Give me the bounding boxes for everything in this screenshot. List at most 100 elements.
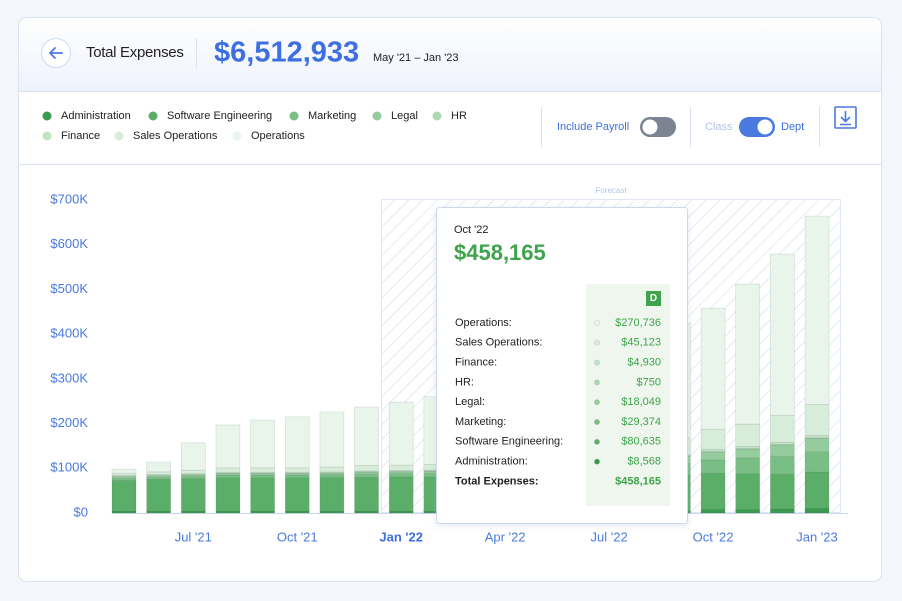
bar-segment (250, 467, 275, 473)
bar-segment (284, 510, 310, 514)
bar-segment (319, 466, 345, 473)
header-period: May '21 – Jan '23 (373, 52, 459, 64)
tooltip-row-label: Software Engineering: (455, 436, 563, 448)
bar-segment (735, 473, 761, 510)
bar-segment (111, 468, 137, 474)
tooltip-row-value: $270,736 (615, 317, 661, 329)
tooltip-row-value: $458,165 (615, 475, 661, 487)
bar-segment (250, 419, 275, 469)
y-tick-label: $600K (50, 236, 88, 251)
tooltip-row-label: HR: (455, 376, 474, 388)
tooltip-dot (593, 379, 601, 386)
bar-segment (700, 307, 726, 430)
tooltip-dot (593, 418, 601, 426)
bar-segment (770, 455, 795, 475)
bar-segment (700, 451, 726, 461)
bar-segment (735, 283, 761, 425)
legend-label: Software Engineering (167, 110, 272, 122)
x-tick-label: Oct '21 (277, 529, 318, 544)
bar-segment (354, 510, 379, 514)
tooltip-row-label: Operations: (455, 317, 512, 329)
bar-segment (770, 444, 795, 457)
bar-segment (700, 449, 726, 452)
download-button[interactable] (834, 106, 857, 129)
bar-segment (319, 474, 345, 478)
header-bg (19, 18, 881, 91)
bar-segment (319, 476, 345, 512)
bar-segment (354, 465, 379, 472)
back-icon (49, 47, 63, 59)
tooltip-dot (593, 359, 601, 366)
payroll-toggle[interactable] (640, 117, 676, 137)
bar-segment (735, 448, 761, 459)
bar-segment (804, 471, 830, 509)
download-frame (834, 106, 857, 129)
x-tick-label: Oct '22 (693, 529, 734, 544)
tooltip-row-label: Administration: (455, 456, 528, 468)
bar-segment (700, 428, 726, 450)
tooltip-dot (593, 319, 601, 327)
bar-segment (354, 476, 379, 512)
y-tick-label: $500K (50, 281, 88, 296)
legend-swatch (42, 111, 52, 121)
class-dept-toggle[interactable] (739, 117, 775, 137)
dept-label: Dept (781, 121, 804, 133)
legend-label: Legal (391, 110, 418, 122)
bar-segment (146, 479, 171, 512)
bar-segment (319, 510, 345, 514)
bar-segment (215, 510, 241, 514)
bar-segment (146, 476, 171, 480)
legend: Administration Software Engineering Market… (42, 110, 467, 142)
legend-swatch (42, 131, 52, 141)
y-tick-label: $100K (50, 460, 88, 475)
tooltip-dot (593, 438, 601, 445)
bar-segment (181, 510, 206, 514)
bar-segment (250, 477, 275, 512)
download-icon (840, 111, 851, 126)
tooltip-row-label: Total Expenses: (455, 475, 539, 487)
bar-segment (388, 476, 414, 512)
bar-segment (146, 471, 171, 475)
tooltip-row-label: Sales Operations: (455, 337, 542, 349)
y-tick-label: $400K (50, 326, 88, 341)
bar-segment (111, 480, 137, 512)
bar-segment (284, 477, 310, 512)
tooltip-row-value: $18,049 (621, 396, 661, 408)
bar-segment (804, 215, 830, 405)
x-tick-label: Jan '23 (796, 529, 838, 544)
bar-segment (215, 467, 241, 473)
bar-segment (354, 473, 379, 478)
tooltip-row-label: Marketing: (455, 416, 506, 428)
badge-text: D (650, 293, 657, 304)
bar-segment (735, 423, 761, 447)
legend-label: Operations (251, 130, 305, 142)
bar-segment (770, 442, 795, 445)
legend-label: HR (451, 110, 467, 122)
bar-segment (770, 253, 795, 416)
bar-segment (735, 457, 761, 474)
bar-segment (354, 406, 379, 466)
tooltip: Oct '22 $458,165 D Operations: $270,736 Sales… (436, 207, 688, 524)
bar-segment (111, 477, 137, 481)
bar-segment (770, 473, 795, 510)
bar-segment (804, 438, 830, 453)
bar-segment (804, 508, 830, 514)
bar-segment (388, 401, 414, 466)
toggle-knob (642, 119, 658, 135)
bar-segment (804, 451, 830, 473)
x-tick-label: Jan '22 (379, 529, 423, 544)
bar-segment (388, 473, 414, 478)
tooltip-row-value: $80,635 (621, 436, 661, 448)
bar-segment (250, 474, 275, 478)
x-tick-label: Jul '22 (591, 529, 628, 544)
bar-segment (770, 415, 795, 443)
bar-segment (181, 476, 206, 479)
legend-swatch (289, 111, 299, 121)
bar-segment (700, 508, 726, 514)
tooltip-total: $458,165 (454, 240, 546, 265)
tooltip-dot (593, 339, 601, 346)
legend-label: Sales Operations (133, 130, 218, 142)
tooltip-dot (593, 399, 601, 406)
legend-swatch (114, 131, 124, 141)
bar-segment (146, 510, 171, 514)
